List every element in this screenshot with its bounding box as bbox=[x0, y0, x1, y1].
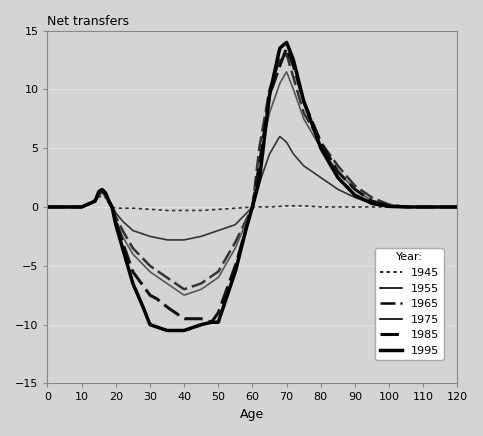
1955 bbox=[165, 237, 170, 242]
1965 bbox=[44, 204, 50, 210]
1965 bbox=[240, 224, 246, 229]
1945 bbox=[99, 193, 105, 198]
1995 bbox=[455, 204, 460, 210]
1985 bbox=[44, 204, 50, 210]
Line: 1985: 1985 bbox=[47, 48, 457, 322]
X-axis label: Age: Age bbox=[241, 408, 265, 421]
1975 bbox=[44, 204, 50, 210]
1975 bbox=[382, 202, 388, 208]
1945 bbox=[165, 208, 170, 213]
1995 bbox=[382, 203, 388, 208]
1975 bbox=[181, 293, 187, 298]
1975 bbox=[284, 69, 289, 75]
1955 bbox=[242, 211, 248, 217]
1985 bbox=[284, 46, 289, 51]
Line: 1965: 1965 bbox=[47, 54, 457, 289]
1985 bbox=[267, 91, 273, 96]
1965 bbox=[455, 204, 460, 210]
1985 bbox=[446, 204, 452, 210]
1985 bbox=[455, 204, 460, 210]
1955 bbox=[455, 204, 460, 210]
1995 bbox=[242, 228, 248, 234]
1995 bbox=[240, 238, 246, 244]
1995 bbox=[44, 204, 50, 210]
1955 bbox=[267, 150, 273, 156]
1945 bbox=[243, 205, 249, 210]
1945 bbox=[44, 204, 50, 210]
1995 bbox=[267, 90, 273, 95]
1975 bbox=[446, 204, 452, 210]
1995 bbox=[290, 57, 296, 62]
1995 bbox=[446, 204, 452, 210]
1975 bbox=[290, 86, 296, 91]
1965 bbox=[242, 219, 248, 224]
1955 bbox=[240, 214, 246, 219]
Line: 1955: 1955 bbox=[47, 136, 457, 240]
1955 bbox=[290, 151, 296, 156]
1975 bbox=[267, 109, 273, 114]
Legend: 1945, 1955, 1965, 1975, 1985, 1995: 1945, 1955, 1965, 1975, 1985, 1995 bbox=[375, 248, 444, 360]
1975 bbox=[240, 227, 246, 232]
1975 bbox=[455, 204, 460, 210]
1985 bbox=[240, 237, 246, 242]
1955 bbox=[446, 204, 452, 210]
1985 bbox=[208, 320, 214, 325]
1945 bbox=[241, 205, 247, 210]
Line: 1945: 1945 bbox=[47, 195, 457, 211]
1965 bbox=[181, 286, 187, 292]
1965 bbox=[284, 51, 289, 57]
1945 bbox=[455, 204, 460, 210]
1945 bbox=[290, 203, 296, 208]
1965 bbox=[382, 201, 388, 206]
1955 bbox=[382, 203, 388, 208]
Line: 1975: 1975 bbox=[47, 72, 457, 295]
1945 bbox=[268, 204, 274, 210]
1965 bbox=[446, 204, 452, 210]
1995 bbox=[284, 40, 289, 45]
1965 bbox=[290, 74, 296, 79]
1985 bbox=[290, 62, 296, 68]
1945 bbox=[382, 204, 388, 210]
Line: 1995: 1995 bbox=[47, 42, 457, 330]
1975 bbox=[242, 221, 248, 226]
Text: Net transfers: Net transfers bbox=[47, 15, 129, 28]
1985 bbox=[242, 228, 248, 234]
1985 bbox=[382, 202, 388, 208]
1945 bbox=[446, 204, 452, 210]
1955 bbox=[277, 134, 283, 139]
1965 bbox=[267, 85, 273, 90]
1955 bbox=[44, 204, 50, 210]
1995 bbox=[165, 328, 170, 333]
